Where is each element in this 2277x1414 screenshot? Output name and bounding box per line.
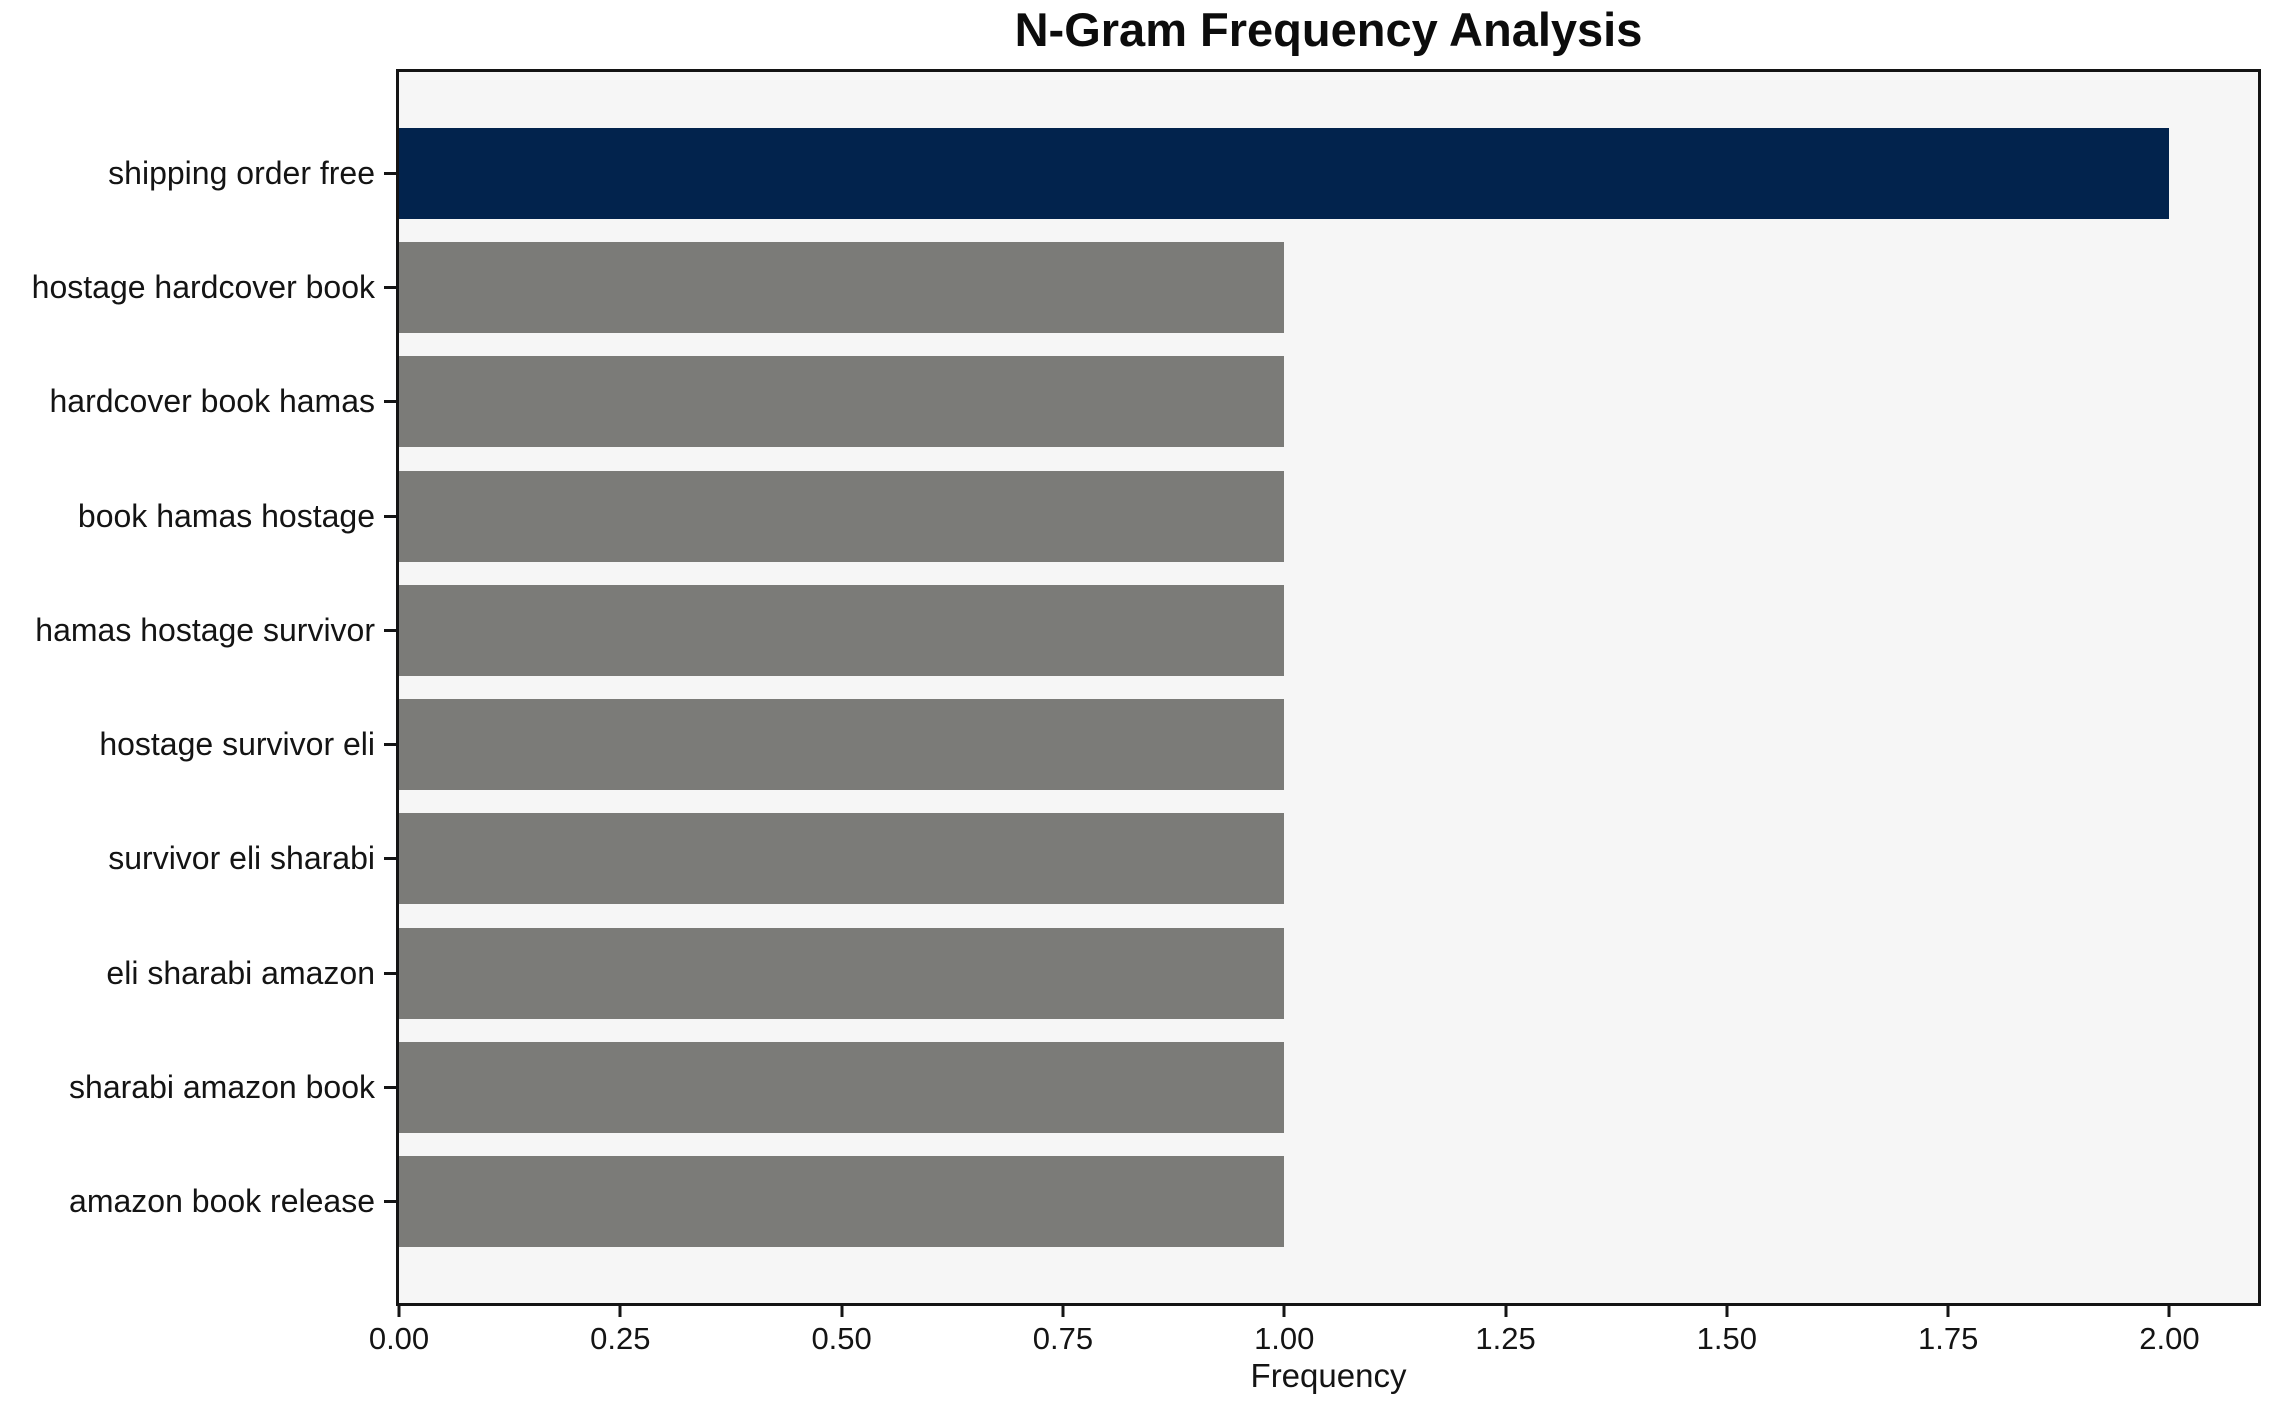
- y-tick-row: amazon book release: [0, 1156, 396, 1247]
- bar-row: [399, 584, 2258, 676]
- chart-title: N-Gram Frequency Analysis: [1014, 3, 1643, 56]
- y-tick-label: sharabi amazon book: [69, 1068, 375, 1105]
- y-tick-label: hostage hardcover book: [31, 269, 375, 306]
- y-tick-label: book hamas hostage: [77, 497, 375, 534]
- x-tick-label: 1.00: [1254, 1321, 1315, 1356]
- y-tick-mark: [384, 514, 396, 518]
- bar-row: [399, 927, 2258, 1019]
- bar-row: [399, 1041, 2258, 1133]
- y-tick-row: eli sharabi amazon: [0, 928, 396, 1019]
- y-tick-mark: [384, 857, 396, 861]
- y-tick-label: hostage survivor eli: [99, 726, 375, 763]
- x-tick-label: 0.75: [1032, 1321, 1094, 1356]
- y-tick-row: hamas hostage survivor: [0, 585, 396, 676]
- bar-row: [399, 128, 2258, 219]
- bar-book-hamas-hostage: [399, 470, 1285, 562]
- x-tick-label: 2.00: [2139, 1321, 2200, 1356]
- bar-eli-sharabi-amazon: [399, 927, 1285, 1019]
- bar-hostage-survivor-eli: [399, 699, 1285, 791]
- y-tick-mark: [384, 1085, 396, 1089]
- y-tick-label: shipping order free: [108, 155, 375, 191]
- bar-row: [399, 1155, 2258, 1247]
- y-tick-label: eli sharabi amazon: [106, 954, 375, 991]
- bars: [399, 72, 2258, 1303]
- x-tick-label: 0.50: [811, 1321, 872, 1356]
- y-tick-row: sharabi amazon book: [0, 1042, 396, 1133]
- x-tick-mark: [1946, 1306, 1950, 1317]
- x-tick-mark: [618, 1306, 622, 1317]
- y-tick-label: hardcover book hamas: [49, 383, 375, 420]
- y-tick-label: amazon book release: [69, 1182, 375, 1219]
- y-tick-row: book hamas hostage: [0, 471, 396, 562]
- y-tick-label: survivor eli sharabi: [108, 840, 375, 877]
- bar-row: [399, 699, 2258, 791]
- x-axis-label: Frequency: [1250, 1357, 1407, 1394]
- x-tick-label: 1.50: [1696, 1321, 1758, 1356]
- bar-row: [399, 242, 2258, 334]
- y-tick-label: hamas hostage survivor: [35, 611, 375, 648]
- bar-sharabi-amazon-book: [399, 1041, 1285, 1133]
- x-tick-mark: [1725, 1306, 1729, 1317]
- y-tick-row: hostage hardcover book: [0, 242, 396, 333]
- x-tick-label: 0.00: [368, 1321, 430, 1356]
- x-axis: 0.00 0.25 0.50 0.75 1.00 1.25 1.50 1.75 2.00: [369, 1306, 2258, 1396]
- y-tick-row: hostage survivor eli: [0, 699, 396, 790]
- y-tick-mark: [384, 286, 396, 290]
- y-tick-mark: [384, 628, 396, 632]
- x-tick-mark: [2167, 1306, 2171, 1317]
- x-tick-label: 1.25: [1475, 1321, 1536, 1356]
- x-tick-mark: [1282, 1306, 1286, 1317]
- bar-survivor-eli-sharabi: [399, 813, 1285, 905]
- x-tick-mark: [397, 1306, 401, 1317]
- y-tick-mark: [384, 743, 396, 747]
- y-axis: shipping order free hostage hardcover boo…: [0, 72, 396, 1303]
- x-tick-mark: [840, 1306, 844, 1317]
- bar-row: [399, 470, 2258, 562]
- bar-hardcover-book-hamas: [399, 356, 1285, 448]
- plot-area: [396, 69, 2261, 1306]
- x-tick-label: 0.25: [590, 1321, 651, 1356]
- y-tick-row: survivor eli sharabi: [0, 813, 396, 904]
- x-tick-mark: [1061, 1306, 1065, 1317]
- bar-row: [399, 813, 2258, 905]
- x-tick-mark: [1504, 1306, 1508, 1317]
- bar-hostage-hardcover-book: [399, 242, 1285, 334]
- bar-amazon-book-release: [399, 1155, 1285, 1247]
- y-tick-mark: [384, 971, 396, 975]
- y-tick-mark: [384, 1199, 396, 1203]
- bar-row: [399, 356, 2258, 448]
- y-tick-mark: [384, 400, 396, 404]
- y-tick-row: hardcover book hamas: [0, 356, 396, 447]
- y-tick-mark: [384, 172, 396, 175]
- bar-hamas-hostage-survivor: [399, 584, 1285, 676]
- y-tick-row: shipping order free: [0, 128, 396, 219]
- bar-shipping-order-free: [399, 128, 2170, 219]
- x-tick-label: 1.75: [1917, 1321, 1979, 1356]
